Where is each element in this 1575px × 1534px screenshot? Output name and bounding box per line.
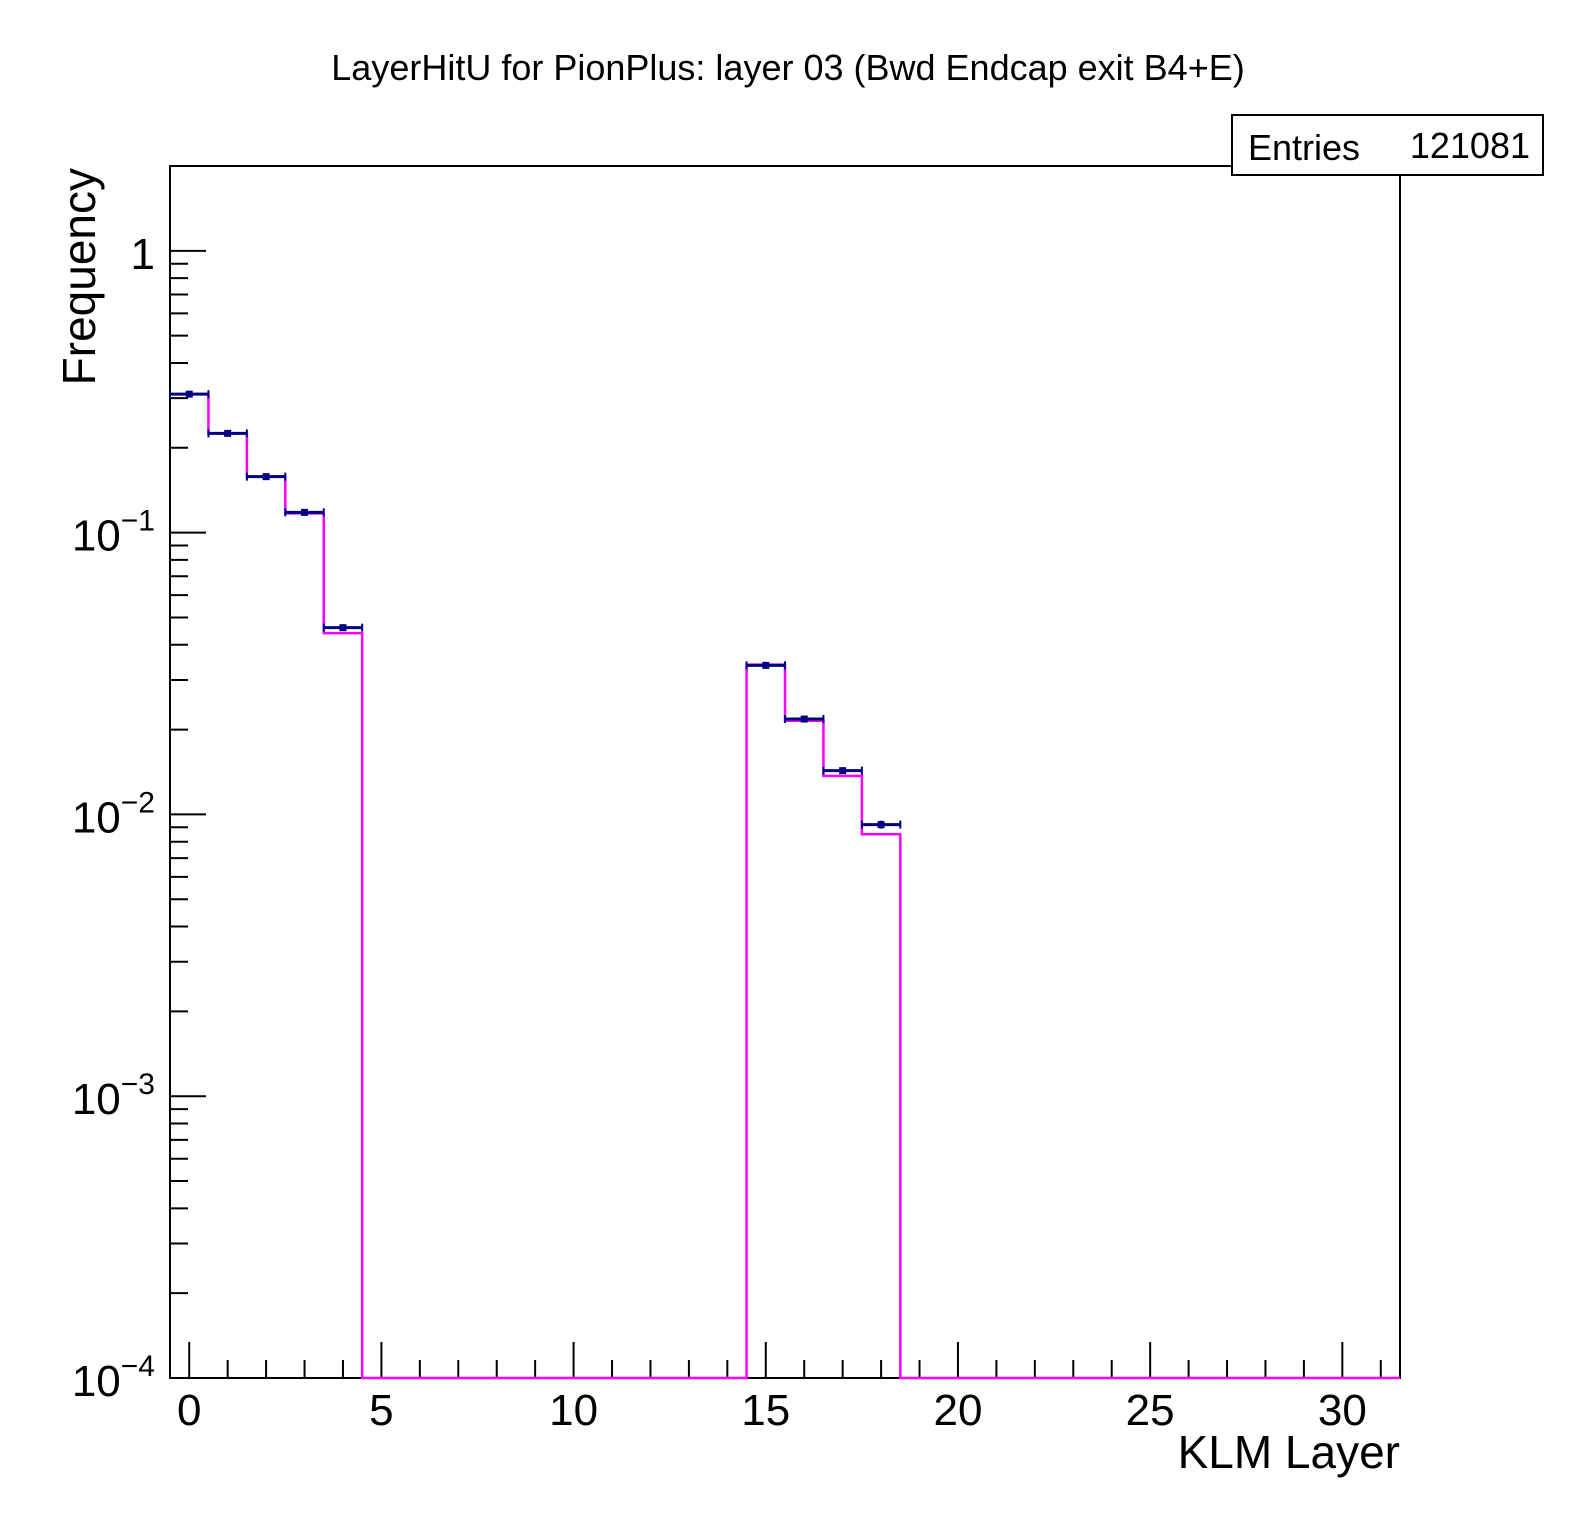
y-tick-label: 10−4 <box>72 1350 155 1406</box>
magenta-step-series <box>170 392 1400 1380</box>
point-marker <box>339 624 347 632</box>
y-axis-label: Frequency <box>53 168 105 385</box>
stats-box: Entries 121081 <box>1231 114 1544 176</box>
plot-frame <box>169 165 1401 1379</box>
stats-entries-label: Entries <box>1248 127 1360 168</box>
data-point <box>745 661 786 670</box>
chart-title: LayerHitU for PionPlus: layer 03 (Bwd En… <box>331 47 1244 88</box>
y-axis-tick-labels: 1 10−1 10−2 10−3 10−4 <box>72 230 155 1406</box>
x-tick-label: 10 <box>549 1386 598 1435</box>
data-point <box>284 508 325 517</box>
y-tick-label: 10−3 <box>72 1068 155 1124</box>
x-axis-ticks <box>188 1342 1382 1378</box>
x-tick-label: 15 <box>741 1386 790 1435</box>
data-point <box>245 472 287 481</box>
x-axis-label: KLM Layer <box>1178 1426 1400 1478</box>
point-marker <box>877 821 885 829</box>
point-marker <box>301 508 309 516</box>
y-tick-label: 10−1 <box>72 505 155 561</box>
data-point <box>169 390 210 399</box>
point-marker <box>185 390 193 398</box>
y-axis-ticks <box>170 165 206 1379</box>
x-tick-label: 25 <box>1126 1386 1175 1435</box>
data-point <box>822 766 863 775</box>
point-marker <box>224 429 232 437</box>
x-tick-label: 5 <box>369 1386 393 1435</box>
data-point <box>860 820 902 829</box>
data-point <box>784 715 825 724</box>
x-tick-label: 30 <box>1318 1386 1367 1435</box>
data-point <box>207 429 248 438</box>
data-points-with-errors <box>169 390 902 829</box>
y-tick-label: 1 <box>131 230 155 279</box>
point-marker <box>839 767 847 775</box>
x-tick-label: 0 <box>177 1386 201 1435</box>
point-marker <box>262 473 270 481</box>
x-tick-label: 20 <box>933 1386 982 1435</box>
data-point <box>322 623 364 632</box>
point-marker <box>800 715 808 723</box>
stats-entries-value: 121081 <box>1410 125 1530 166</box>
point-marker <box>762 661 770 669</box>
x-axis-tick-labels: 0 5 10 15 20 25 30 <box>177 1386 1367 1435</box>
y-tick-label: 10−2 <box>72 786 155 842</box>
